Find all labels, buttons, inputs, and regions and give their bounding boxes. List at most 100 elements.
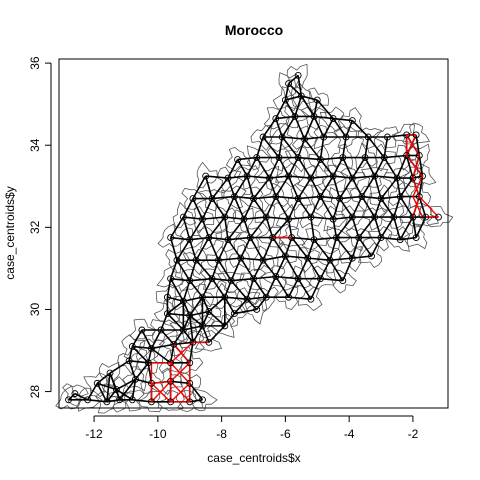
neighbour-link bbox=[246, 157, 258, 177]
centroid-point bbox=[336, 195, 344, 203]
neighbour-link bbox=[278, 157, 290, 177]
neighbour-link bbox=[243, 216, 267, 220]
neighbour-link bbox=[335, 237, 353, 259]
neighbour-link bbox=[319, 175, 334, 197]
region-outline bbox=[308, 87, 330, 115]
neighbour-link bbox=[208, 216, 226, 239]
centroid-point bbox=[179, 297, 187, 305]
centroid-point bbox=[434, 213, 442, 221]
neighbour-link bbox=[230, 257, 242, 282]
neighbour-link bbox=[287, 175, 299, 199]
neighbour-link bbox=[383, 136, 389, 158]
neighbour-link bbox=[68, 393, 76, 401]
neighbour-link bbox=[399, 177, 414, 198]
centroid-point bbox=[297, 92, 305, 100]
centroid-point bbox=[304, 254, 312, 262]
neighbour-link bbox=[275, 255, 287, 277]
centroid-point bbox=[415, 152, 423, 159]
neighbour-link bbox=[246, 298, 258, 311]
centroid-point bbox=[167, 377, 175, 385]
neighbour-link bbox=[275, 99, 287, 119]
region-outline bbox=[171, 285, 194, 313]
neighbour-link bbox=[249, 237, 264, 261]
neighbour-link bbox=[297, 75, 303, 97]
region-outline bbox=[339, 246, 363, 273]
centroid-point bbox=[208, 275, 216, 283]
neighbour-link bbox=[364, 136, 370, 158]
neighbour-link bbox=[320, 156, 343, 161]
centroid-point bbox=[224, 236, 232, 244]
region-outline bbox=[255, 165, 280, 191]
neighbour-link bbox=[188, 239, 197, 261]
neighbour-link bbox=[291, 237, 309, 259]
neighbour-link bbox=[284, 255, 299, 280]
x-tick-label: -4 bbox=[344, 427, 355, 441]
neighbour-link bbox=[285, 255, 308, 259]
neighbour-link bbox=[188, 259, 197, 281]
neighbour-link bbox=[380, 198, 395, 218]
neighbour-link bbox=[335, 216, 353, 239]
neighbour-link bbox=[288, 216, 311, 220]
centroid-point bbox=[234, 156, 242, 164]
region-outline bbox=[196, 161, 218, 189]
neighbour-link bbox=[147, 348, 153, 364]
centroid-point bbox=[65, 396, 73, 404]
neighbour-link bbox=[128, 346, 134, 361]
centroid-point bbox=[199, 396, 206, 404]
neighbour-link bbox=[310, 159, 322, 179]
neighbour-link bbox=[255, 136, 264, 158]
neighbour-link bbox=[182, 300, 191, 316]
neighbour-link bbox=[195, 259, 213, 280]
neighbour-link bbox=[233, 175, 248, 197]
neighbour-link bbox=[192, 175, 207, 199]
neighbour-link bbox=[109, 360, 130, 374]
neighbour-link bbox=[243, 198, 255, 220]
centroid-point bbox=[339, 154, 347, 161]
neighbour-link bbox=[195, 237, 210, 261]
neighbour-link bbox=[405, 155, 414, 179]
centroid-point bbox=[186, 277, 194, 285]
neighbour-link bbox=[167, 312, 190, 317]
red-link bbox=[418, 196, 439, 218]
centroid-point bbox=[301, 135, 308, 143]
neighbour-link bbox=[418, 175, 424, 197]
neighbour-link bbox=[415, 216, 427, 238]
red-link bbox=[170, 362, 191, 384]
neighbour-link bbox=[150, 347, 172, 364]
region-outline bbox=[135, 347, 159, 375]
centroid-point bbox=[148, 345, 155, 352]
region-outline bbox=[236, 287, 261, 314]
neighbour-link bbox=[351, 157, 366, 179]
neighbour-link bbox=[151, 343, 174, 350]
neighbour-link bbox=[182, 198, 194, 218]
neighbour-link bbox=[271, 237, 287, 257]
neighbour-link bbox=[189, 398, 203, 403]
region-outline bbox=[286, 63, 308, 91]
region-outline bbox=[62, 383, 89, 408]
neighbour-link bbox=[166, 313, 184, 331]
y-axis-label: case_centroids$y bbox=[3, 186, 17, 279]
centroid-point bbox=[278, 133, 286, 141]
x-tick-label: -8 bbox=[216, 427, 227, 441]
neighbour-link bbox=[169, 278, 185, 302]
region-outline bbox=[319, 106, 345, 133]
neighbour-link bbox=[364, 157, 376, 177]
centroid-point bbox=[186, 359, 194, 367]
neighbour-link bbox=[262, 237, 274, 261]
centroid-point bbox=[246, 234, 254, 242]
neighbour-link bbox=[262, 259, 277, 278]
centroid-point bbox=[199, 322, 206, 330]
neighbour-link bbox=[224, 196, 236, 218]
neighbour-link bbox=[303, 116, 315, 140]
red-link bbox=[412, 196, 424, 218]
neighbour-link bbox=[374, 175, 398, 179]
neighbour-link bbox=[332, 175, 341, 199]
centroid-point bbox=[329, 115, 337, 122]
centroid-point bbox=[281, 252, 289, 260]
centroid-point bbox=[377, 234, 385, 242]
neighbour-link bbox=[358, 216, 376, 239]
centroid-point bbox=[262, 213, 270, 221]
neighbour-link bbox=[233, 196, 245, 220]
neighbour-link bbox=[211, 278, 226, 298]
neighbour-link bbox=[399, 216, 414, 241]
